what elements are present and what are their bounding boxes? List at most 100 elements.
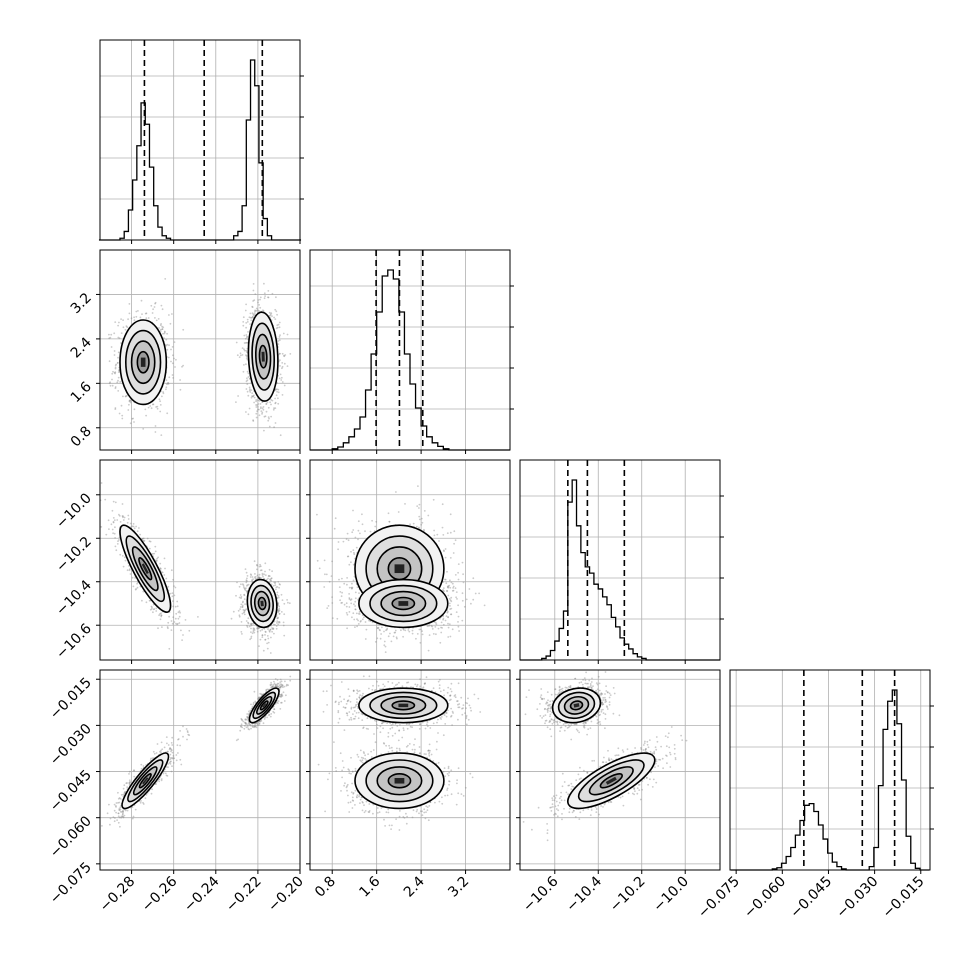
- sample-point: [247, 376, 250, 378]
- sample-point: [241, 605, 244, 608]
- sample-point: [120, 404, 123, 407]
- sample-point: [160, 615, 163, 618]
- sample-point: [132, 525, 135, 528]
- sample-point: [236, 354, 239, 357]
- sample-point: [247, 583, 250, 586]
- sample-point: [132, 585, 135, 588]
- sample-point: [255, 399, 258, 401]
- sample-point: [253, 394, 255, 397]
- sample-point: [246, 383, 249, 385]
- sample-point: [230, 617, 233, 620]
- sample-point: [246, 577, 248, 580]
- sample-point: [264, 574, 267, 576]
- sample-point: [163, 332, 166, 335]
- sample-point: [243, 594, 246, 597]
- sample-point: [252, 419, 255, 422]
- sample-point: [271, 315, 273, 317]
- sample-point: [261, 634, 264, 637]
- sample-point: [255, 400, 257, 403]
- sample-point: [324, 573, 326, 576]
- sample-point: [249, 323, 252, 325]
- sample-point: [250, 574, 253, 576]
- sample-point: [118, 539, 120, 541]
- sample-point: [443, 550, 445, 553]
- sample-point: [127, 518, 130, 520]
- sample-point: [243, 610, 246, 613]
- sample-point: [179, 388, 182, 391]
- sample-point: [278, 607, 281, 610]
- sample-point: [164, 567, 166, 570]
- sample-point: [246, 580, 248, 582]
- sample-point: [123, 516, 126, 519]
- sample-point: [160, 614, 163, 617]
- sample-point: [243, 613, 246, 616]
- panel-frame: [99, 249, 301, 451]
- sample-point: [111, 384, 114, 387]
- sample-point: [267, 637, 270, 640]
- sample-point: [118, 337, 121, 340]
- sample-point: [271, 627, 273, 629]
- sample-point: [451, 582, 454, 585]
- sample-point: [270, 415, 272, 418]
- sample-point: [348, 563, 351, 566]
- sample-point: [357, 529, 360, 532]
- sample-point: [146, 537, 149, 540]
- sample-point: [260, 569, 263, 572]
- sample-point: [129, 422, 132, 425]
- sample-point: [244, 609, 246, 612]
- sample-point: [416, 525, 418, 528]
- sample-point: [249, 391, 252, 393]
- sample-point: [276, 326, 279, 329]
- sample-point: [176, 605, 179, 608]
- sample-point: [262, 310, 265, 312]
- sample-point: [246, 584, 249, 586]
- sample-point: [276, 313, 278, 316]
- sample-point: [258, 573, 261, 576]
- sample-point: [162, 391, 165, 393]
- sample-point: [167, 627, 169, 630]
- sample-point: [133, 408, 136, 411]
- sample-point: [124, 395, 127, 398]
- sample-point: [247, 372, 250, 375]
- sample-point: [442, 549, 445, 552]
- sample-point: [122, 395, 124, 398]
- sample-point: [149, 608, 152, 611]
- sample-point: [361, 618, 364, 621]
- sample-point: [154, 302, 157, 305]
- sample-point: [256, 574, 259, 577]
- sample-point: [330, 575, 333, 577]
- sample-point: [244, 568, 247, 570]
- sample-point: [128, 303, 131, 305]
- sample-point: [336, 617, 339, 620]
- sample-point: [165, 338, 168, 341]
- sample-point: [141, 313, 143, 315]
- sample-point: [155, 607, 158, 610]
- sample-point: [277, 621, 280, 623]
- sample-point: [453, 530, 456, 533]
- histogram-step-line: [520, 479, 720, 661]
- sample-point: [272, 584, 275, 587]
- sample-point: [116, 361, 119, 364]
- sample-point: [119, 553, 122, 556]
- sample-point: [421, 630, 423, 632]
- sample-point: [278, 605, 281, 608]
- sample-point: [161, 325, 164, 328]
- sample-point: [121, 414, 124, 417]
- sample-point: [447, 585, 450, 588]
- sample-point: [252, 283, 255, 285]
- sample-point: [242, 370, 245, 373]
- sample-point: [445, 582, 448, 585]
- sample-point: [256, 309, 259, 312]
- sample-point: [252, 629, 255, 631]
- sample-point: [113, 350, 116, 352]
- sample-point: [346, 555, 349, 558]
- sample-point: [260, 406, 262, 408]
- sample-point: [256, 630, 259, 633]
- sample-point: [161, 571, 164, 574]
- sample-point: [135, 588, 138, 590]
- sample-point: [260, 577, 262, 579]
- sample-point: [118, 513, 120, 516]
- sample-point: [167, 356, 170, 359]
- sample-point: [253, 576, 256, 579]
